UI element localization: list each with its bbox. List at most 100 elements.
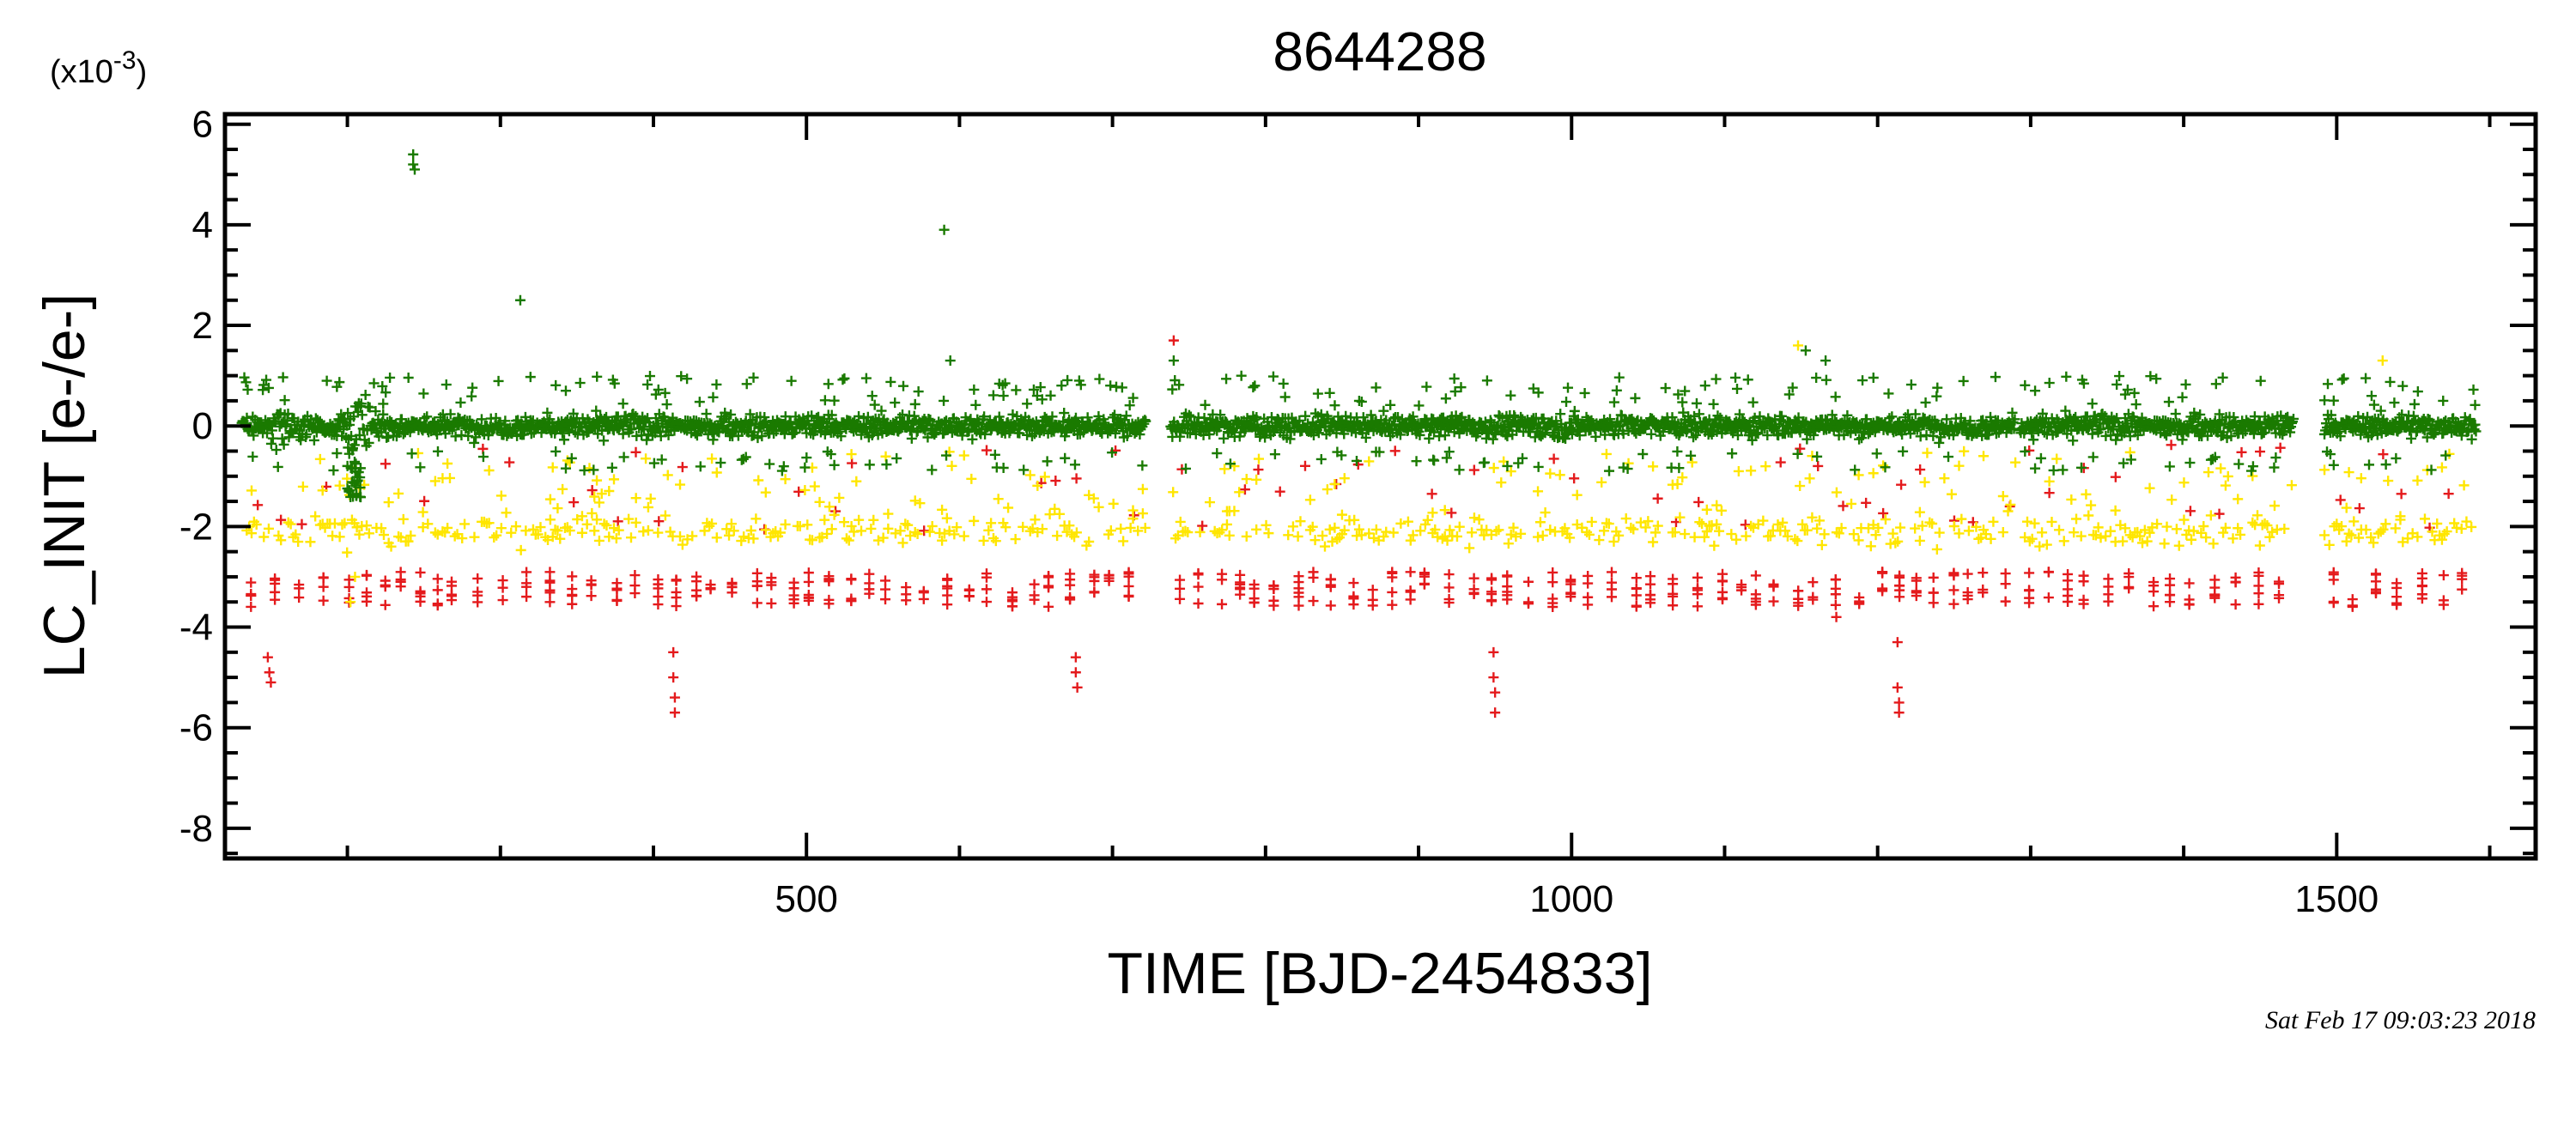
yellow-point <box>501 507 512 518</box>
yellow-point <box>593 497 605 508</box>
red-point <box>1325 600 1336 611</box>
green-point <box>550 446 562 457</box>
red-point <box>1717 576 1728 587</box>
yellow-point <box>630 493 641 504</box>
green-point <box>656 454 667 465</box>
yellow-point <box>2159 538 2170 549</box>
red-point <box>653 583 664 594</box>
yellow-point <box>469 531 480 543</box>
red-point <box>2165 573 2176 585</box>
yellow-point <box>2135 531 2146 542</box>
red-point <box>1861 497 1872 508</box>
green-point <box>642 379 653 390</box>
red-point <box>1235 582 1246 593</box>
green-point <box>663 429 674 440</box>
yellow-point <box>1980 529 1991 540</box>
yellow-point <box>1873 522 1884 533</box>
red-point <box>726 577 738 588</box>
green-point <box>771 426 782 437</box>
red-point <box>2110 471 2121 482</box>
green-point <box>869 399 880 410</box>
yellow-point <box>1481 524 1492 536</box>
red-point <box>1607 584 1617 595</box>
yellow-point <box>552 525 563 537</box>
red-outlier-point <box>669 692 680 703</box>
red-point <box>586 591 597 602</box>
yellow-point <box>1217 524 1228 536</box>
red-point <box>1717 586 1728 597</box>
yellow-point <box>1848 529 1859 540</box>
yellow-point <box>2383 476 2394 487</box>
green-point <box>380 387 392 398</box>
yellow-point <box>826 524 837 535</box>
red-point <box>788 594 799 605</box>
yellow-point <box>2100 531 2111 542</box>
yellow-point <box>662 470 673 481</box>
yellow-point <box>711 467 722 478</box>
yellow-point <box>2144 482 2155 494</box>
green-point <box>403 373 414 383</box>
red-point <box>726 587 738 598</box>
red-point <box>847 458 858 469</box>
red-point <box>2078 598 2089 609</box>
green-point <box>466 391 477 402</box>
red-point <box>2103 596 2114 607</box>
yellow-point <box>398 513 409 524</box>
red-outlier-point <box>1072 682 1083 693</box>
yellow-point <box>2215 463 2227 474</box>
green-point <box>648 458 659 469</box>
yellow-point <box>2166 494 2178 506</box>
yellow-point <box>1422 514 1433 525</box>
yellow-point <box>2171 524 2182 535</box>
yellow-point <box>1895 522 1906 533</box>
yellow-point <box>1701 526 1712 537</box>
green-point <box>328 464 339 476</box>
red-outlier-point <box>1070 652 1081 663</box>
red-point <box>1652 493 1663 504</box>
yellow-point <box>1251 524 1262 535</box>
yellow-point <box>2456 523 2467 534</box>
red-point <box>1419 571 1430 582</box>
red-point <box>1523 598 1534 609</box>
green-point <box>618 452 629 463</box>
yellow-point <box>653 527 664 538</box>
green-point <box>356 409 368 421</box>
yellow-point <box>2366 531 2377 543</box>
yellow-point <box>1571 489 1583 500</box>
yellow-point <box>1537 530 1548 541</box>
red-point <box>981 597 992 608</box>
yellow-point <box>1819 529 1830 540</box>
green-point <box>467 382 478 393</box>
yellow-point <box>966 473 977 484</box>
red-point <box>1877 585 1888 597</box>
red-point <box>629 570 641 581</box>
red-point <box>1807 577 1819 588</box>
yellow-point <box>623 513 635 524</box>
red-point <box>2275 442 2286 453</box>
red-point <box>1583 570 1594 581</box>
yellow-point <box>601 520 612 531</box>
red-point <box>630 446 641 458</box>
red-point <box>1668 579 1679 590</box>
yellow-point <box>1640 522 1651 533</box>
red-point <box>1249 597 1260 608</box>
yellow-point <box>1887 528 1899 539</box>
red-point <box>2443 488 2454 500</box>
red-point <box>1768 596 1779 607</box>
yellow-point <box>1052 531 1063 542</box>
yellow-point <box>258 531 270 543</box>
yellow-point <box>1816 539 1827 550</box>
red-outlier-point <box>668 672 679 683</box>
yellow-point <box>1127 505 1139 516</box>
red-point <box>1948 598 1959 609</box>
yellow-point <box>246 485 258 496</box>
yellow-point <box>1402 516 1413 527</box>
green-point <box>364 402 375 413</box>
red-point <box>1123 580 1134 591</box>
yellow-point <box>2319 530 2330 541</box>
yellow-point <box>1801 524 1813 536</box>
red-point <box>691 591 702 602</box>
yellow-point <box>1175 516 1186 527</box>
yellow-point <box>1439 505 1450 516</box>
red-point <box>766 597 777 609</box>
